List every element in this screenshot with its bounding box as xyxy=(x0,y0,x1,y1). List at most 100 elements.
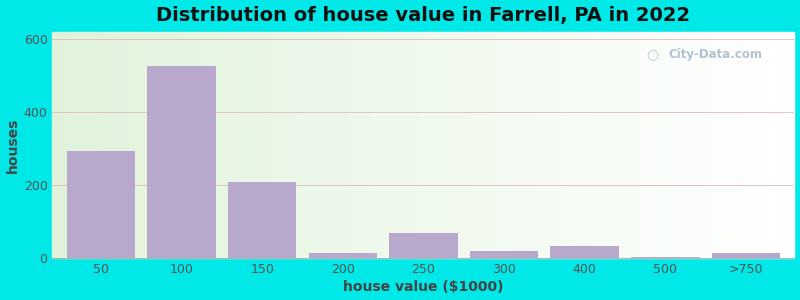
Bar xyxy=(271,32,275,258)
Bar xyxy=(316,32,319,258)
Bar xyxy=(761,32,765,258)
Bar xyxy=(475,32,479,258)
Bar xyxy=(264,32,268,258)
Bar xyxy=(360,32,364,258)
Bar xyxy=(568,32,572,258)
Bar xyxy=(257,32,260,258)
Bar xyxy=(394,32,398,258)
Bar xyxy=(790,32,794,258)
Bar xyxy=(420,32,423,258)
Bar xyxy=(398,32,401,258)
Bar xyxy=(620,32,624,258)
Bar xyxy=(230,32,234,258)
Bar xyxy=(205,32,208,258)
X-axis label: house value ($1000): house value ($1000) xyxy=(343,280,504,294)
Bar xyxy=(509,32,513,258)
Bar xyxy=(309,253,377,258)
Bar xyxy=(631,32,635,258)
Bar xyxy=(379,32,382,258)
Bar xyxy=(63,32,67,258)
Bar xyxy=(486,32,490,258)
Bar xyxy=(464,32,468,258)
Bar xyxy=(74,32,78,258)
Bar xyxy=(461,32,464,258)
Bar xyxy=(657,32,661,258)
Bar xyxy=(494,32,498,258)
Bar xyxy=(709,32,713,258)
Bar xyxy=(479,32,483,258)
Bar xyxy=(290,32,294,258)
Bar xyxy=(101,32,104,258)
Bar xyxy=(616,32,620,258)
Bar xyxy=(147,66,216,258)
Bar xyxy=(728,32,731,258)
Bar xyxy=(175,32,178,258)
Bar xyxy=(502,32,505,258)
Bar xyxy=(706,32,709,258)
Bar xyxy=(531,32,534,258)
Bar xyxy=(56,32,60,258)
Bar xyxy=(731,32,735,258)
Bar xyxy=(149,32,153,258)
Bar xyxy=(546,32,550,258)
Text: City-Data.com: City-Data.com xyxy=(668,47,762,61)
Bar xyxy=(472,32,475,258)
Bar xyxy=(268,32,271,258)
Bar xyxy=(583,32,586,258)
Bar xyxy=(146,32,149,258)
Bar xyxy=(382,32,386,258)
Bar xyxy=(123,32,126,258)
Bar xyxy=(724,32,728,258)
Bar xyxy=(71,32,74,258)
Bar xyxy=(679,32,683,258)
Bar xyxy=(401,32,405,258)
Bar xyxy=(694,32,698,258)
Bar xyxy=(520,32,524,258)
Bar xyxy=(197,32,201,258)
Bar xyxy=(431,32,434,258)
Bar xyxy=(690,32,694,258)
Title: Distribution of house value in Farrell, PA in 2022: Distribution of house value in Farrell, … xyxy=(156,6,690,25)
Bar xyxy=(780,32,783,258)
Bar xyxy=(298,32,301,258)
Bar xyxy=(386,32,390,258)
Bar xyxy=(390,32,394,258)
Bar xyxy=(524,32,527,258)
Bar xyxy=(78,32,82,258)
Bar xyxy=(738,32,742,258)
Bar xyxy=(650,32,654,258)
Bar xyxy=(334,32,338,258)
Bar xyxy=(698,32,702,258)
Bar xyxy=(286,32,290,258)
Bar xyxy=(550,246,619,258)
Bar xyxy=(234,32,238,258)
Bar xyxy=(97,32,101,258)
Bar xyxy=(323,32,327,258)
Bar xyxy=(527,32,531,258)
Bar xyxy=(590,32,594,258)
Bar xyxy=(606,32,609,258)
Bar xyxy=(275,32,278,258)
Bar xyxy=(635,32,638,258)
Bar xyxy=(182,32,186,258)
Bar xyxy=(427,32,431,258)
Bar xyxy=(375,32,379,258)
Bar xyxy=(119,32,123,258)
Bar xyxy=(483,32,486,258)
Bar xyxy=(227,32,230,258)
Bar xyxy=(126,32,130,258)
Bar xyxy=(82,32,86,258)
Bar xyxy=(538,32,542,258)
Bar xyxy=(409,32,412,258)
Bar xyxy=(557,32,561,258)
Bar xyxy=(602,32,606,258)
Bar xyxy=(389,233,458,258)
Bar xyxy=(687,32,690,258)
Bar xyxy=(160,32,164,258)
Bar xyxy=(565,32,568,258)
Bar xyxy=(446,32,450,258)
Bar xyxy=(554,32,557,258)
Bar xyxy=(312,32,316,258)
Bar xyxy=(457,32,461,258)
Bar xyxy=(223,32,227,258)
